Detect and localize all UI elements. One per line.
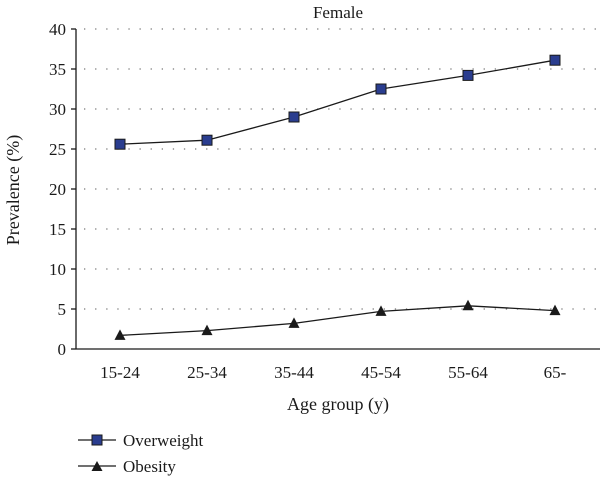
y-tick-label-10: 10 [49,260,66,279]
obesity-point-35-44 [288,317,300,328]
y-axis-title: Prevalence (%) [3,135,24,245]
x-tick-label-45-54: 45-54 [361,363,401,382]
overweight-point-55-64 [462,69,474,81]
x-tick-label-65-: 65- [544,363,567,382]
series-obesity [114,299,561,340]
overweight-point-35-44 [288,111,300,123]
obesity-point-15-24 [114,329,126,340]
legend-label-overweight: Overweight [123,431,204,450]
series-line-overweight [119,59,556,145]
overweight-point-65- [549,54,561,66]
y-tick-label-0: 0 [58,340,67,359]
x-axis-ticks: 15-24 25-34 35-44 45-54 55-64 65- [100,363,567,382]
legend-item-obesity: Obesity [78,457,176,476]
series-line-obesity [119,305,556,337]
obesity-point-25-34 [201,324,213,336]
y-tick-label-15: 15 [49,220,66,239]
x-tick-label-35-44: 35-44 [274,363,314,382]
y-tick-label-30: 30 [49,100,66,119]
y-tick-label-5: 5 [58,300,67,319]
overweight-point-15-24 [114,138,126,150]
x-tick-label-15-24: 15-24 [100,363,140,382]
y-tick-label-20: 20 [49,180,66,199]
x-axis-title: Age group (y) [287,394,389,415]
obesity-point-65- [549,304,561,316]
y-tick-label-25: 25 [49,140,66,159]
chart-title: Female [313,3,363,22]
obesity-point-55-64 [462,299,474,311]
legend: Overweight Obesity [78,431,204,476]
gridlines [84,28,600,310]
y-tick-label-35: 35 [49,60,66,79]
obesity-point-45-54 [375,305,387,316]
legend-marker-obesity [91,461,103,471]
y-tick-label-40: 40 [49,20,66,39]
x-tick-label-55-64: 55-64 [448,363,488,382]
overweight-point-25-34 [201,134,213,146]
y-axis-ticks: 0 5 10 15 20 25 30 35 40 [49,20,76,359]
overweight-point-45-54 [375,83,387,95]
legend-marker-overweight [91,434,103,446]
series-overweight [114,54,561,150]
legend-label-obesity: Obesity [123,457,176,476]
x-tick-label-25-34: 25-34 [187,363,227,382]
series-group [114,54,561,340]
legend-item-overweight: Overweight [78,431,204,450]
